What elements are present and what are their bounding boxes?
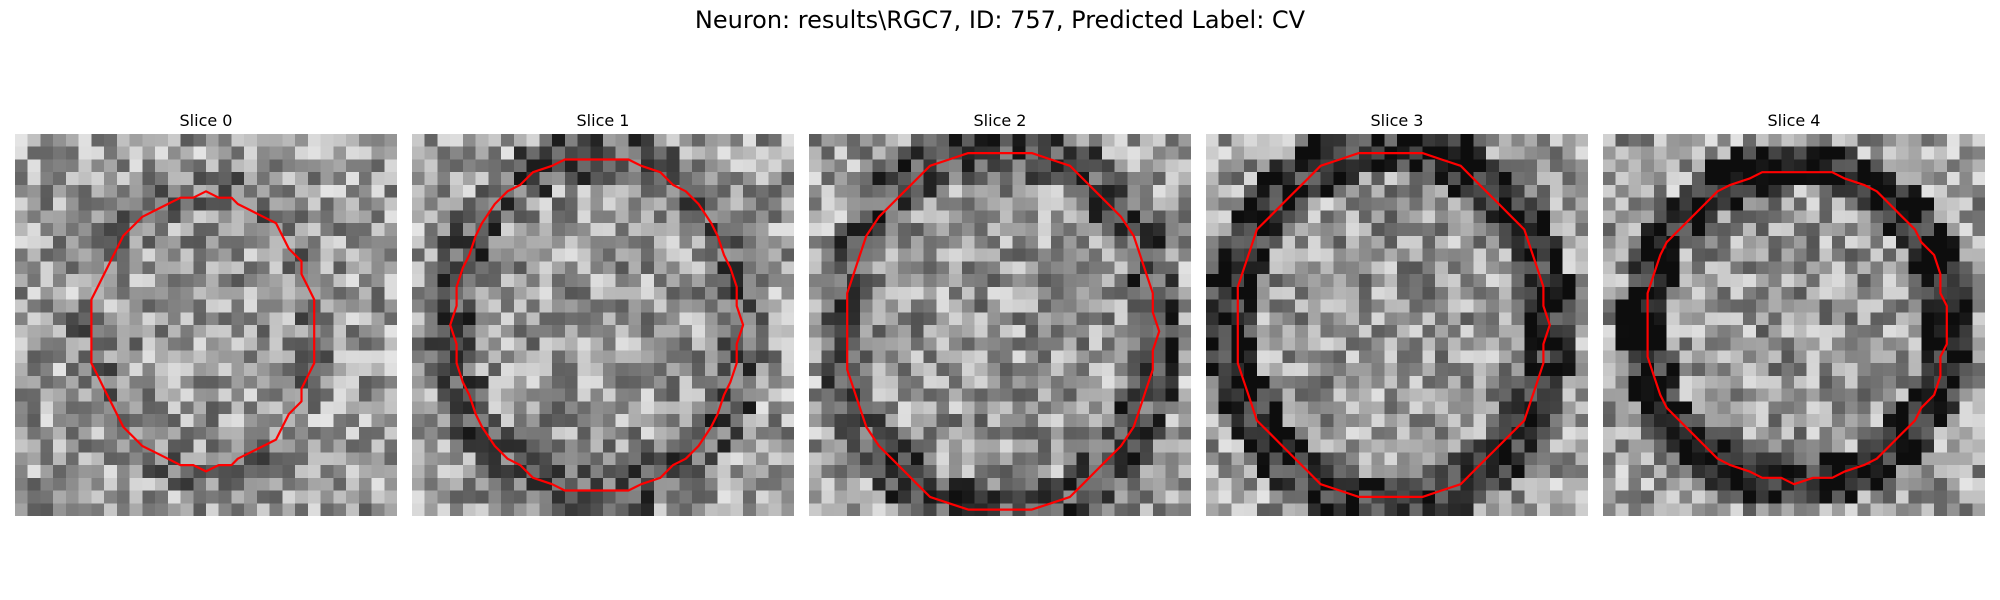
figure-title: Neuron: results\RGC7, ID: 757, Predicted… — [0, 6, 2000, 34]
slice-panel-4: Slice 4 — [1603, 110, 1985, 516]
slice-title: Slice 0 — [15, 110, 397, 132]
slice-image-4 — [1603, 134, 1985, 516]
slice-panel-0: Slice 0 — [15, 110, 397, 516]
slice-panel-3: Slice 3 — [1206, 110, 1588, 516]
slice-panel-2: Slice 2 — [809, 110, 1191, 516]
slice-image-3 — [1206, 134, 1588, 516]
slice-panel-1: Slice 1 — [412, 110, 794, 516]
slice-title: Slice 1 — [412, 110, 794, 132]
slice-image-0 — [15, 134, 397, 516]
slice-image-2 — [809, 134, 1191, 516]
slice-title: Slice 4 — [1603, 110, 1985, 132]
slice-image-1 — [412, 134, 794, 516]
slice-title: Slice 2 — [809, 110, 1191, 132]
slice-title: Slice 3 — [1206, 110, 1588, 132]
